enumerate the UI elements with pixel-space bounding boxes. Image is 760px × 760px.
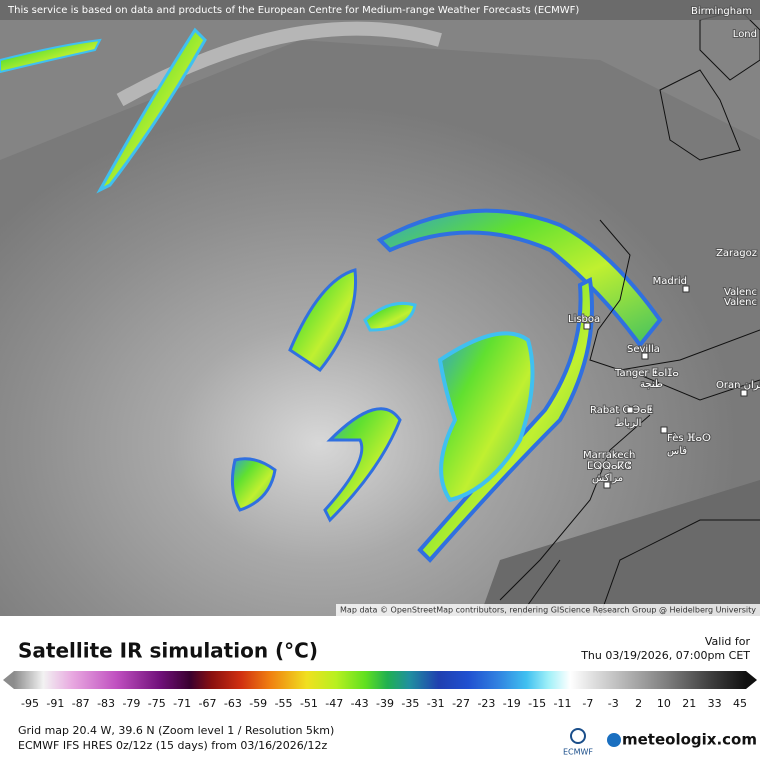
colorbar-tick-label: 33 <box>708 697 722 710</box>
city-label: Zaragoz <box>716 248 757 259</box>
cloud-top <box>230 457 277 512</box>
city-label: Rabat ⵔⴱⴰⵟ <box>590 405 653 416</box>
cloud-top <box>363 301 417 332</box>
colorbar-tick-label: -91 <box>46 697 64 710</box>
cloud-top <box>323 407 402 523</box>
ecmwf-logo: ECMWF <box>563 748 593 757</box>
city-label: الرباط <box>615 418 641 429</box>
colorbar-tick-label: 21 <box>682 697 696 710</box>
cloud-top <box>437 331 535 503</box>
colorbar-tick-label: -71 <box>173 697 191 710</box>
city-label: Madrid <box>653 276 687 287</box>
city-marker <box>626 406 634 414</box>
valid-label: Valid for <box>705 635 751 648</box>
colorbar-tick-label: -31 <box>427 697 445 710</box>
colorbar-tick-label: -87 <box>72 697 90 710</box>
colorbar-tick-label: -55 <box>275 697 293 710</box>
grid-info: Grid map 20.4 W, 39.6 N (Zoom level 1 / … <box>18 724 334 737</box>
colorbar-tick-label: -67 <box>199 697 217 710</box>
colorbar-tick-label: -23 <box>477 697 495 710</box>
city-label: فاس <box>667 446 687 457</box>
city-label: Lisboa <box>568 314 600 325</box>
map: This service is based on data and produc… <box>0 0 760 616</box>
colorbar-tick-label: -51 <box>300 697 318 710</box>
colorbar-tick-label: -15 <box>528 697 546 710</box>
city-marker <box>583 322 591 330</box>
colorbar-tick-label: -63 <box>224 697 242 710</box>
colorbar-ticks: -95 -91 -87 -83 -79 -75 -71 -67 -63 -59 -55 -51 -47-… <box>21 697 747 710</box>
colorbar-tick-label: -59 <box>249 697 267 710</box>
colorbar <box>14 671 746 689</box>
front <box>376 208 663 349</box>
colorbar-tick-label: -7 <box>582 697 593 710</box>
colorbar-tick-label: -3 <box>608 697 619 710</box>
colorbar-tick-label: 45 <box>733 697 747 710</box>
city-marker <box>603 481 611 489</box>
attribution: This service is based on data and produc… <box>7 5 579 16</box>
colorbar-tick-label: -47 <box>325 697 343 710</box>
colorbar-tick-label: -11 <box>554 697 572 710</box>
city-label: Lond <box>733 29 757 40</box>
colorbar-tick-label: -79 <box>122 697 140 710</box>
city-label: Oran وهران <box>716 380 760 391</box>
colorbar-tick-label: -75 <box>148 697 166 710</box>
front <box>417 276 594 563</box>
city-label: طنجة <box>640 379 663 390</box>
city-label: Sevilla <box>627 344 660 355</box>
colorbar-tick-label: -43 <box>351 697 369 710</box>
city-label: Fès ⴼⴰⵙ <box>667 432 711 444</box>
colorbar-tick-label: -27 <box>452 697 470 710</box>
cloud-top <box>288 268 358 373</box>
ecmwf-icon <box>570 728 586 744</box>
city-label: Tanger ⵟⴰⵏⵊⴰ <box>614 368 679 379</box>
land-shadow <box>480 480 760 616</box>
colorbar-end <box>3 671 14 689</box>
colorbar-tick-label: 10 <box>657 697 671 710</box>
colorbar-end <box>746 671 757 689</box>
credit-bg <box>336 604 760 616</box>
city-marker <box>660 426 668 434</box>
city-marker <box>682 285 690 293</box>
colorbar-tick-label: -35 <box>401 697 419 710</box>
city-label: Valenc <box>724 297 757 308</box>
legend-panel: Satellite IR simulation (°C) Valid for T… <box>18 635 757 757</box>
city-label: Valenc <box>724 287 757 298</box>
city-marker <box>740 389 748 397</box>
city-label: ⵎⵕⵕⴰⴽⵛ <box>587 461 631 472</box>
coastline <box>499 219 760 616</box>
city-label: Birmingham <box>691 6 752 17</box>
model-info: ECMWF IFS HRES 0z/12z (15 days) from 03/… <box>18 739 328 752</box>
attribution-bg <box>0 0 760 20</box>
brand-icon <box>607 733 621 747</box>
cloud-top <box>0 38 102 74</box>
map-credit: Map data © OpenStreetMap contributors, r… <box>340 606 756 615</box>
colorbar-tick-label: 2 <box>635 697 642 710</box>
city-marker <box>641 352 649 360</box>
colorbar-tick-label: -39 <box>376 697 394 710</box>
valid-time: Thu 03/19/2026, 07:00pm CET <box>580 649 750 662</box>
legend-title: Satellite IR simulation (°C) <box>18 639 318 663</box>
colorbar-tick-label: -19 <box>503 697 521 710</box>
city-label: Marrakech <box>583 450 635 461</box>
colorbar-tick-label: -83 <box>97 697 115 710</box>
city-label: مراكش <box>592 473 623 484</box>
colorbar-tick-label: -95 <box>21 697 39 710</box>
cloud-top <box>96 27 207 194</box>
brand: meteologix.com <box>622 731 757 749</box>
